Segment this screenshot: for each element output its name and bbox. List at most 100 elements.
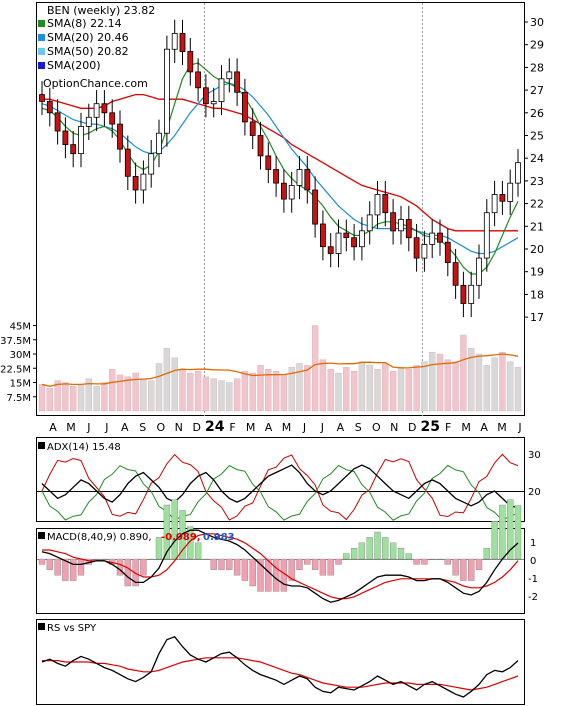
rs-label: RS vs SPY (47, 623, 97, 634)
volume-bar (374, 369, 381, 412)
macd-signal-line (42, 533, 519, 600)
candle-body (421, 244, 428, 259)
macd-hist-bar (38, 558, 46, 565)
candle-body (444, 241, 451, 263)
legend-sma20: SMA(20) 20.46 (47, 31, 129, 44)
volume-bar (272, 370, 280, 412)
month-label: A (337, 421, 345, 434)
candle-body (148, 153, 155, 175)
adx-minus-di-line (41, 464, 519, 521)
sma-red-line (42, 93, 518, 232)
macd-hist-bar (226, 558, 233, 570)
candle-body (195, 71, 202, 89)
volume-bar (389, 370, 397, 412)
volume-bar (148, 380, 155, 412)
volume-bar (436, 353, 444, 412)
price-tick-label: 29 (530, 39, 544, 52)
price-tick-label: 23 (530, 175, 544, 188)
candle-body (437, 232, 443, 243)
candle-body (304, 169, 311, 191)
month-label: M (66, 421, 76, 434)
volume-bar (194, 370, 202, 412)
volume-bar (77, 384, 85, 412)
price-tick-label: 20 (530, 243, 544, 256)
candle-body (296, 169, 303, 186)
volume-bar (405, 369, 412, 412)
candle-body (249, 121, 256, 136)
candle-body (85, 116, 92, 127)
candle-body (491, 194, 498, 214)
month-label: A (480, 421, 488, 434)
month-label: J (104, 421, 108, 434)
candle-body (398, 219, 404, 232)
candle-body (156, 132, 162, 154)
volume-bar (46, 388, 53, 412)
candle-body (382, 194, 389, 214)
candle-body (210, 101, 217, 105)
candle-body (218, 78, 225, 102)
rs-line (41, 636, 519, 698)
candle-body (343, 232, 350, 239)
legend-source: OptionChance.com (43, 77, 148, 90)
volume-tick-label: 37.5M (0, 336, 31, 347)
adx-label-swatch (38, 442, 45, 449)
macd-hist-bar (429, 558, 436, 560)
volume-bar (93, 386, 100, 412)
candle-body (476, 257, 482, 286)
month-label: A (265, 421, 273, 434)
candle-body (452, 262, 459, 286)
macd-hist-bar (311, 558, 319, 570)
volume-bar (54, 380, 61, 412)
macd-tick-m1: -1 (528, 574, 538, 585)
volume-bar (187, 372, 194, 412)
candle-body (93, 103, 100, 118)
price-tick-label: 21 (530, 220, 544, 233)
macd-hist-bar (218, 558, 225, 570)
month-label: N (175, 421, 183, 434)
candle-body (163, 48, 170, 134)
macd-panel-frame (36, 528, 525, 614)
price-tick-label: 25 (530, 130, 544, 143)
volume-tick-label: 22.5M (0, 364, 31, 375)
candle-body (54, 112, 61, 132)
candle-body (390, 212, 397, 232)
volume-bar (499, 351, 506, 412)
volume-bar (382, 363, 389, 412)
macd-hist-bar (124, 558, 131, 587)
candle-body (460, 284, 467, 304)
macd-hist-bar (343, 553, 350, 560)
volume-bar (109, 369, 116, 412)
volume-bar (444, 359, 451, 412)
volume-bar (280, 374, 288, 412)
month-label: J (320, 421, 324, 434)
volume-bar (327, 369, 334, 412)
price-candles (39, 19, 521, 318)
macd-hist-bar (249, 558, 256, 587)
candle-body (241, 92, 248, 123)
price-legend: BEN (weekly) 23.82 SMA(8) 22.14 SMA(20) … (38, 4, 155, 90)
macd-hist-bar (405, 553, 412, 560)
volume-bar (101, 382, 108, 412)
macd-hist-bar (46, 558, 53, 570)
volume-bar (452, 361, 459, 412)
volume-bar (124, 376, 131, 412)
candle-body (483, 212, 490, 259)
macd-value-2: 0.983 (203, 532, 235, 543)
candle-body (62, 130, 69, 146)
volume-bar (366, 365, 373, 412)
macd-tick-m2: -2 (528, 592, 538, 603)
macd-hist-bar (101, 558, 108, 560)
month-label: O (372, 421, 381, 434)
volume-bar (233, 378, 241, 412)
volume-bar (319, 359, 327, 412)
macd-label: MACD(8,40,9) 0.890, (47, 532, 152, 543)
volume-bar (350, 370, 358, 412)
volume-bar (38, 384, 46, 412)
legend-swatch-sma8 (38, 20, 45, 27)
candle-body (280, 182, 287, 200)
legend-swatch-sma200 (38, 62, 45, 69)
month-axis: A M J J A S O N D 24 F M A M J J A S O N D 25 F M A M J (49, 419, 521, 435)
volume-bar (226, 382, 233, 412)
volume-bar (202, 376, 210, 412)
month-label: M (246, 421, 256, 434)
